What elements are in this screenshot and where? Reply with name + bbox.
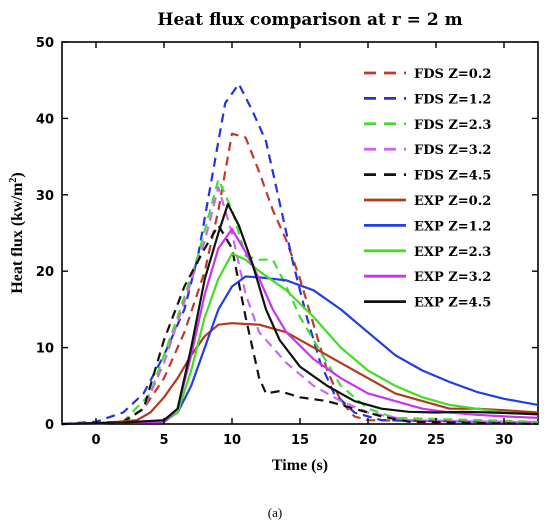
series-line-7 <box>61 252 539 426</box>
series-layer <box>61 82 539 426</box>
series-line-0 <box>61 132 539 426</box>
y-axis-label-main: Heat flux (kw/m <box>9 182 26 294</box>
series-line-9 <box>61 202 539 426</box>
x-tick-label-2: 10 <box>223 433 241 448</box>
legend-label-0: FDS Z=0.2 <box>414 67 491 82</box>
legend-label-4: FDS Z=4.5 <box>414 169 491 184</box>
x-tick-label-0: 0 <box>91 433 100 448</box>
legend-label-7: EXP Z=2.3 <box>414 245 491 260</box>
series-line-5 <box>61 322 539 426</box>
y-tick-label-3: 30 <box>36 189 54 204</box>
y-tick-label-5: 50 <box>36 36 54 51</box>
legend-label-6: EXP Z=1.2 <box>414 219 491 234</box>
legend-label-9: EXP Z=4.5 <box>414 296 491 311</box>
x-tick-label-3: 15 <box>291 433 309 448</box>
series-line-4 <box>61 224 539 426</box>
plot-area: 0 5 10 15 20 25 30 0 10 20 30 40 50 FDS Z=0.2 FDS Z=1… <box>36 36 539 448</box>
legend: FDS Z=0.2 FDS Z=1.2 FDS Z=2.3 FDS Z=3.2 FDS … <box>364 67 491 311</box>
y-axis-label: Heat flux (kw/m2) <box>8 172 26 293</box>
x-tick-label-6: 30 <box>495 433 513 448</box>
figure-caption: (a) <box>268 505 282 520</box>
legend-label-1: FDS Z=1.2 <box>414 92 491 107</box>
y-tick-label-1: 10 <box>36 342 54 357</box>
legend-label-2: FDS Z=2.3 <box>414 118 491 133</box>
y-tick-label-0: 0 <box>45 418 54 433</box>
x-axis-label: Time (s) <box>272 457 328 474</box>
series-line-3 <box>61 186 539 426</box>
axis-ticks: 0 5 10 15 20 25 30 0 10 20 30 40 50 <box>36 36 538 448</box>
y-axis-label-close: ) <box>9 172 26 177</box>
y-tick-label-4: 40 <box>36 112 54 127</box>
x-tick-label-4: 20 <box>359 433 377 448</box>
series-line-2 <box>61 178 539 426</box>
chart-title: Heat flux comparison at r = 2 m <box>157 10 462 30</box>
legend-label-8: EXP Z=3.2 <box>414 270 491 285</box>
y-tick-label-2: 20 <box>36 265 54 280</box>
x-tick-label-5: 25 <box>427 433 445 448</box>
y-axis-label-superscript: 2 <box>8 178 19 183</box>
legend-label-3: FDS Z=3.2 <box>414 143 491 158</box>
x-tick-label-1: 5 <box>159 433 168 448</box>
legend-label-5: EXP Z=0.2 <box>414 194 491 209</box>
